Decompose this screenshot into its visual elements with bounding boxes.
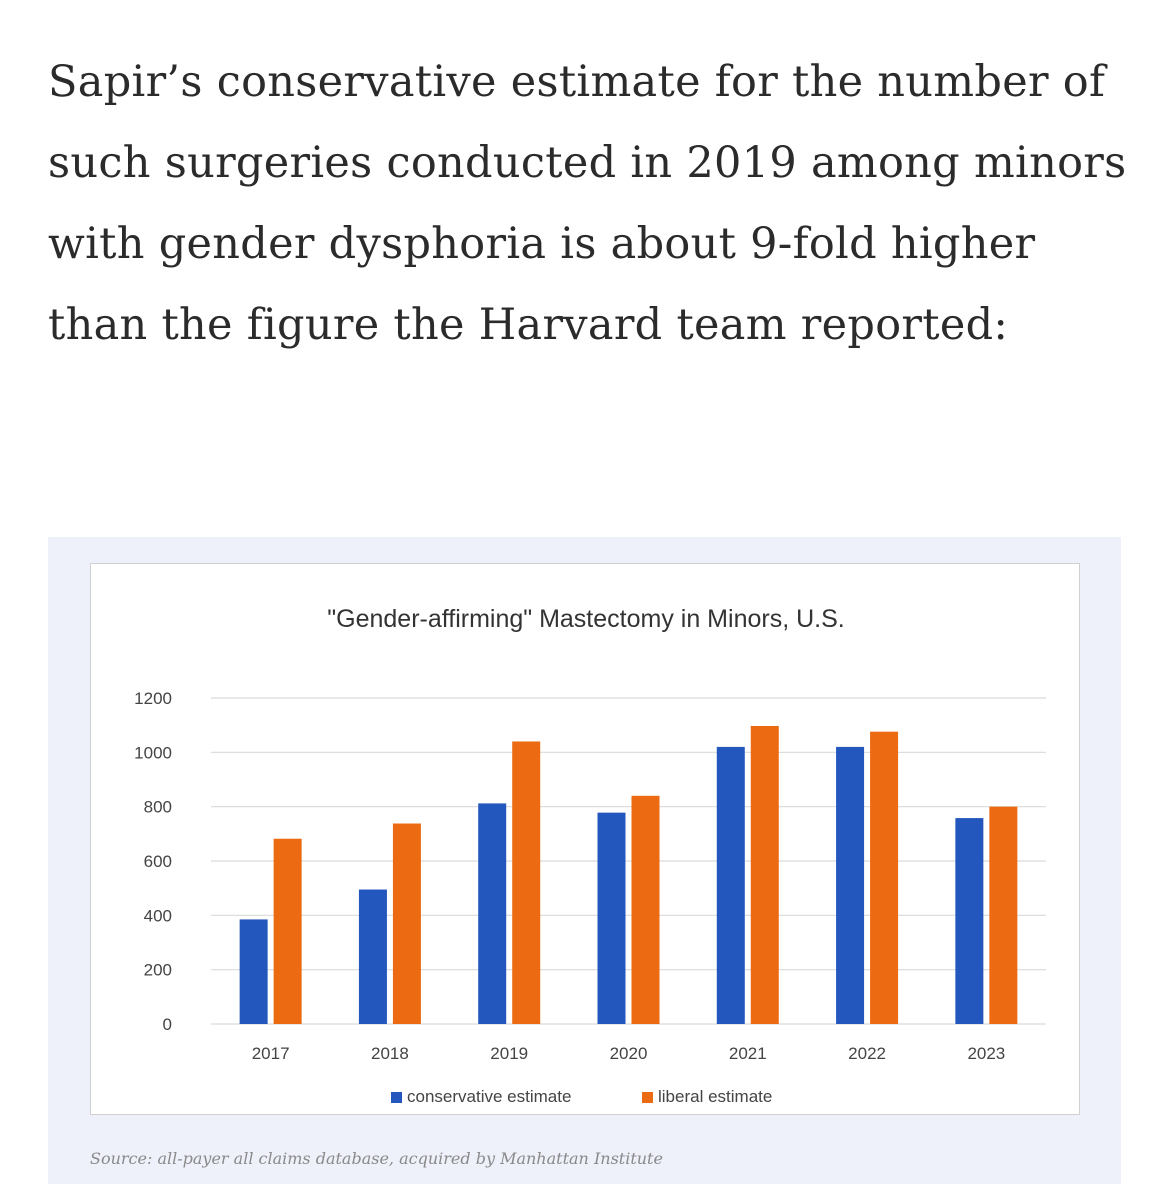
x-tick-label: 2023 [967,1044,1005,1063]
bar-conservative-2022 [836,746,865,1024]
x-tick-label: 2018 [371,1044,409,1063]
bar-conservative-2019 [478,803,507,1024]
bar-liberal-2018 [392,823,421,1024]
x-tick-label: 2021 [729,1044,767,1063]
bar-conservative-2020 [597,812,626,1024]
y-tick-label: 1000 [134,743,172,762]
bar-conservative-2021 [716,746,745,1024]
y-tick-label: 600 [144,852,172,871]
x-tick-label: 2017 [252,1044,290,1063]
y-tick-label: 400 [144,906,172,925]
y-tick-label: 0 [163,1015,172,1034]
figure-caption: Source: all-payer all claims database, a… [90,1149,663,1168]
legend-label-conservative: conservative estimate [407,1087,571,1106]
y-tick-label: 1200 [134,689,172,708]
x-tick-label: 2022 [848,1044,886,1063]
legend-label-liberal: liberal estimate [658,1087,772,1106]
bar-liberal-2020 [631,795,660,1024]
bar-conservative-2018 [358,889,387,1024]
y-tick-label: 800 [144,798,172,817]
bar-chart: "Gender-affirming" Mastectomy in Minors,… [134,605,1046,1106]
bar-conservative-2017 [239,919,268,1024]
bar-liberal-2022 [870,731,899,1024]
bar-liberal-2017 [273,838,302,1024]
legend-swatch-conservative [391,1092,402,1103]
chart-card: "Gender-affirming" Mastectomy in Minors,… [90,563,1080,1115]
bar-liberal-2019 [512,741,541,1024]
figure: "Gender-affirming" Mastectomy in Minors,… [48,537,1121,1184]
article-paragraph: Sapir’s conservative estimate for the nu… [48,57,1127,350]
x-tick-label: 2020 [610,1044,648,1063]
y-tick-label: 200 [144,961,172,980]
bar-conservative-2023 [955,818,984,1024]
bar-liberal-2021 [750,725,779,1024]
x-tick-label: 2019 [490,1044,528,1063]
chart-title: "Gender-affirming" Mastectomy in Minors,… [327,605,844,633]
legend-swatch-liberal [642,1092,653,1103]
bar-liberal-2023 [989,806,1018,1024]
